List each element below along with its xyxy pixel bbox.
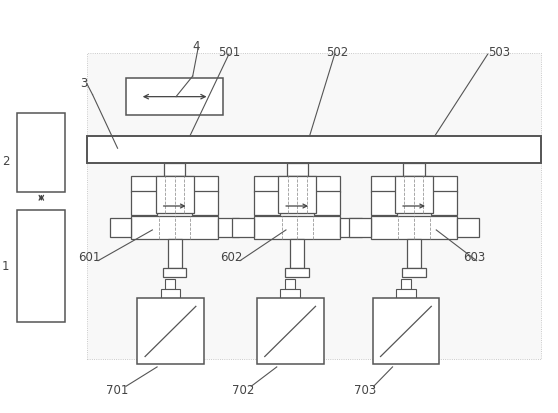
Bar xyxy=(403,163,425,176)
Bar xyxy=(87,54,541,359)
Text: 603: 603 xyxy=(463,250,485,263)
Bar xyxy=(161,290,180,299)
Text: 703: 703 xyxy=(354,383,377,396)
Bar xyxy=(87,137,541,163)
Bar xyxy=(232,218,254,238)
Bar xyxy=(132,217,218,240)
Text: 4: 4 xyxy=(193,40,200,52)
Bar xyxy=(280,290,300,299)
Bar xyxy=(254,217,340,240)
Bar xyxy=(402,268,426,277)
Bar xyxy=(314,191,340,216)
Bar xyxy=(192,191,218,216)
Bar xyxy=(340,218,362,238)
Bar xyxy=(166,279,175,290)
Bar xyxy=(132,191,157,216)
Bar xyxy=(126,79,223,116)
Bar xyxy=(17,114,65,192)
Bar xyxy=(371,191,397,216)
Bar xyxy=(132,176,218,193)
Text: 702: 702 xyxy=(232,383,254,396)
Bar xyxy=(407,240,421,268)
Bar xyxy=(457,218,479,238)
Bar xyxy=(371,217,457,240)
Bar xyxy=(167,240,181,268)
Bar xyxy=(137,299,204,365)
Bar xyxy=(396,290,416,299)
Bar xyxy=(164,163,185,176)
Text: 602: 602 xyxy=(220,250,243,263)
Text: 3: 3 xyxy=(80,76,87,90)
Text: 503: 503 xyxy=(488,46,510,59)
Bar xyxy=(254,176,340,193)
Bar xyxy=(373,299,439,365)
Bar xyxy=(285,268,309,277)
Bar xyxy=(395,176,433,214)
Bar xyxy=(278,176,316,214)
Text: 2: 2 xyxy=(2,155,9,168)
Bar xyxy=(371,176,457,193)
Bar xyxy=(218,218,239,238)
Bar xyxy=(110,218,132,238)
Bar xyxy=(349,218,371,238)
Text: 502: 502 xyxy=(326,46,349,59)
Bar xyxy=(17,211,65,322)
Text: 601: 601 xyxy=(79,250,101,263)
Bar xyxy=(156,176,194,214)
Bar xyxy=(290,240,304,268)
Text: 701: 701 xyxy=(107,383,129,396)
Text: 501: 501 xyxy=(218,46,240,59)
Text: 1: 1 xyxy=(2,260,9,273)
Bar xyxy=(431,191,457,216)
Bar xyxy=(254,191,280,216)
Bar xyxy=(401,279,411,290)
Bar xyxy=(285,279,295,290)
Bar xyxy=(286,163,307,176)
Bar xyxy=(257,299,324,365)
Bar xyxy=(163,268,186,277)
